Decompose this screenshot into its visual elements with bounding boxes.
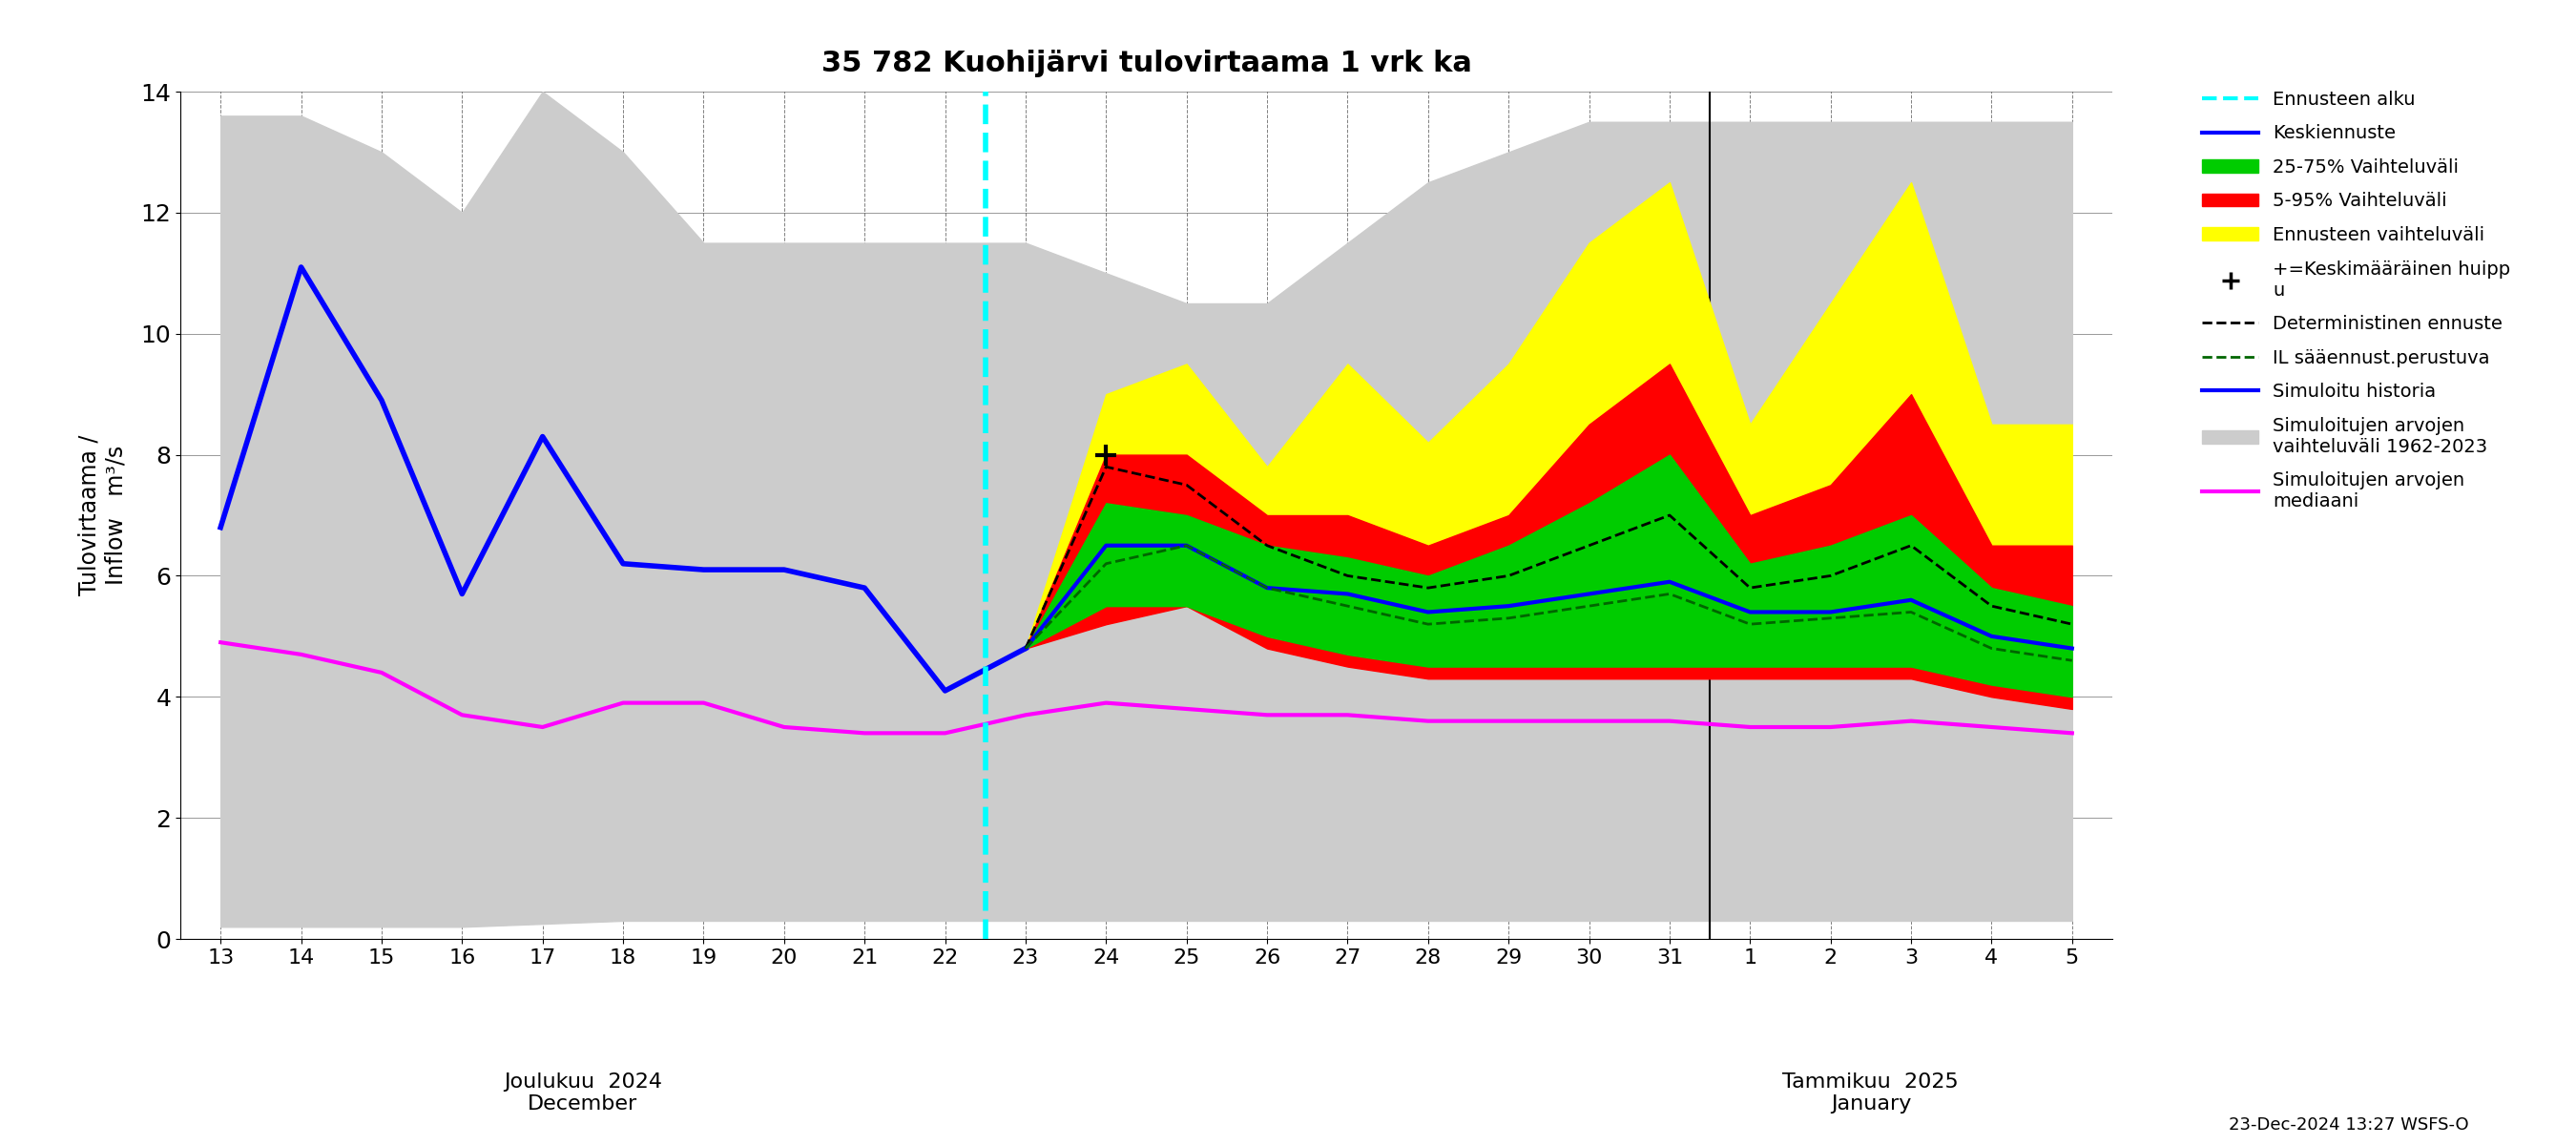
Legend: Ennusteen alku, Keskiennuste, 25-75% Vaihteluväli, 5-95% Vaihteluväli, Ennusteen: Ennusteen alku, Keskiennuste, 25-75% Vai… [2195, 84, 2517, 518]
Text: Joulukuu  2024
December: Joulukuu 2024 December [505, 1072, 662, 1113]
Text: 23-Dec-2024 13:27 WSFS-O: 23-Dec-2024 13:27 WSFS-O [2228, 1116, 2468, 1134]
Title: 35 782 Kuohijärvi tulovirtaama 1 vrk ka: 35 782 Kuohijärvi tulovirtaama 1 vrk ka [822, 49, 1471, 78]
Y-axis label: Tulovirtaama /
Inflow   m³/s: Tulovirtaama / Inflow m³/s [77, 435, 126, 595]
Text: Tammikuu  2025
January: Tammikuu 2025 January [1783, 1072, 1958, 1113]
